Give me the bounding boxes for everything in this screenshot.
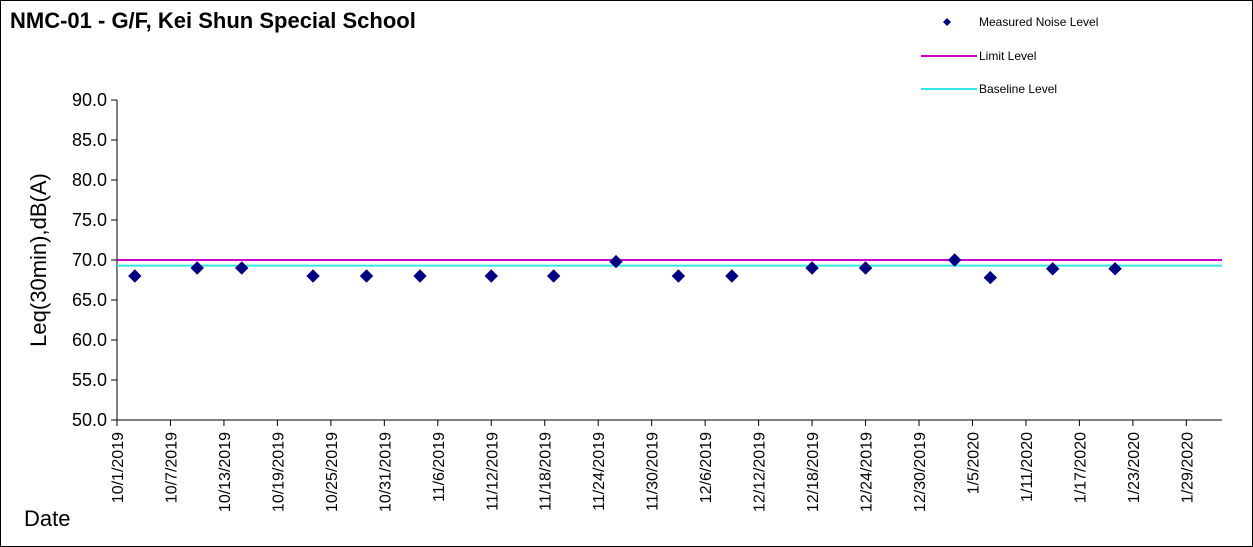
x-tick-label: 12/12/2019 xyxy=(752,432,769,512)
x-tick-label: 1/5/2020 xyxy=(965,432,982,494)
measured-noise-point xyxy=(413,269,427,283)
measured-noise-point xyxy=(190,261,204,275)
x-tick-label: 10/7/2019 xyxy=(163,432,180,503)
measured-noise-point xyxy=(805,261,819,275)
x-tick-label: 10/13/2019 xyxy=(217,432,234,512)
x-tick-label: 12/30/2019 xyxy=(912,432,929,512)
x-tick-label: 12/24/2019 xyxy=(859,432,876,512)
measured-noise-point xyxy=(947,253,962,267)
plot-area: 50.0 55.0 60.0 65.0 70.0 75.0 80.0 85.0 90.0 10/1… xyxy=(72,90,1222,512)
y-tick-label: 70.0 xyxy=(72,250,107,270)
legend-label-baseline-level: Baseline Level xyxy=(979,82,1057,96)
measured-noise-point xyxy=(359,269,374,283)
measured-noise-point xyxy=(128,269,142,283)
measured-noise-point xyxy=(235,261,249,275)
legend-marker-measured-noise-level xyxy=(943,18,951,26)
measured-noise-point xyxy=(546,269,561,283)
y-tick-label: 90.0 xyxy=(72,90,107,110)
measured-noise-point xyxy=(306,269,320,283)
y-tick-label: 60.0 xyxy=(72,330,107,350)
y-tick-label: 75.0 xyxy=(72,210,107,230)
x-tick-label: 10/19/2019 xyxy=(270,432,287,512)
x-tick-label: 11/30/2019 xyxy=(645,432,662,511)
y-tick-label: 55.0 xyxy=(72,370,107,390)
x-tick-label: 1/17/2020 xyxy=(1072,432,1089,503)
measured-noise-point xyxy=(858,261,873,275)
y-tick-label: 85.0 xyxy=(72,130,107,150)
measured-noise-point xyxy=(1045,262,1060,276)
x-tick-label: 11/18/2019 xyxy=(538,432,555,511)
y-axis-label: Leq(30min),dB(A) xyxy=(26,173,51,347)
y-tick-label: 50.0 xyxy=(72,410,107,430)
legend-label-measured-noise-level: Measured Noise Level xyxy=(979,15,1098,29)
x-tick-label: 10/31/2019 xyxy=(377,432,394,512)
x-tick-label: 1/29/2020 xyxy=(1179,432,1196,503)
y-tick-label: 80.0 xyxy=(72,170,107,190)
x-tick-label: 1/11/2020 xyxy=(1019,432,1036,502)
x-tick-label: 1/23/2020 xyxy=(1126,432,1143,503)
x-tick-label: 12/6/2019 xyxy=(698,432,715,503)
measured-noise-point xyxy=(484,269,498,283)
chart-title: NMC-01 - G/F, Kei Shun Special School xyxy=(10,8,416,33)
measured-noise-point xyxy=(671,269,686,283)
x-tick-label: 11/6/2019 xyxy=(431,432,448,502)
measured-noise-point xyxy=(983,270,998,285)
x-tick-label: 10/1/2019 xyxy=(110,432,127,503)
x-tick-label: 11/24/2019 xyxy=(591,432,608,511)
legend: Measured Noise Level Limit Level Baseline … xyxy=(921,15,1098,96)
measured-noise-point xyxy=(1108,262,1122,276)
x-tick-label: 12/18/2019 xyxy=(805,432,822,512)
measured-noise-point xyxy=(609,254,623,269)
legend-label-limit-level: Limit Level xyxy=(979,49,1036,63)
measured-noise-point xyxy=(725,269,739,283)
x-tick-label: 11/12/2019 xyxy=(484,432,501,511)
x-axis-label: Date xyxy=(24,506,70,531)
x-tick-label: 10/25/2019 xyxy=(324,432,341,512)
y-tick-label: 65.0 xyxy=(72,290,107,310)
